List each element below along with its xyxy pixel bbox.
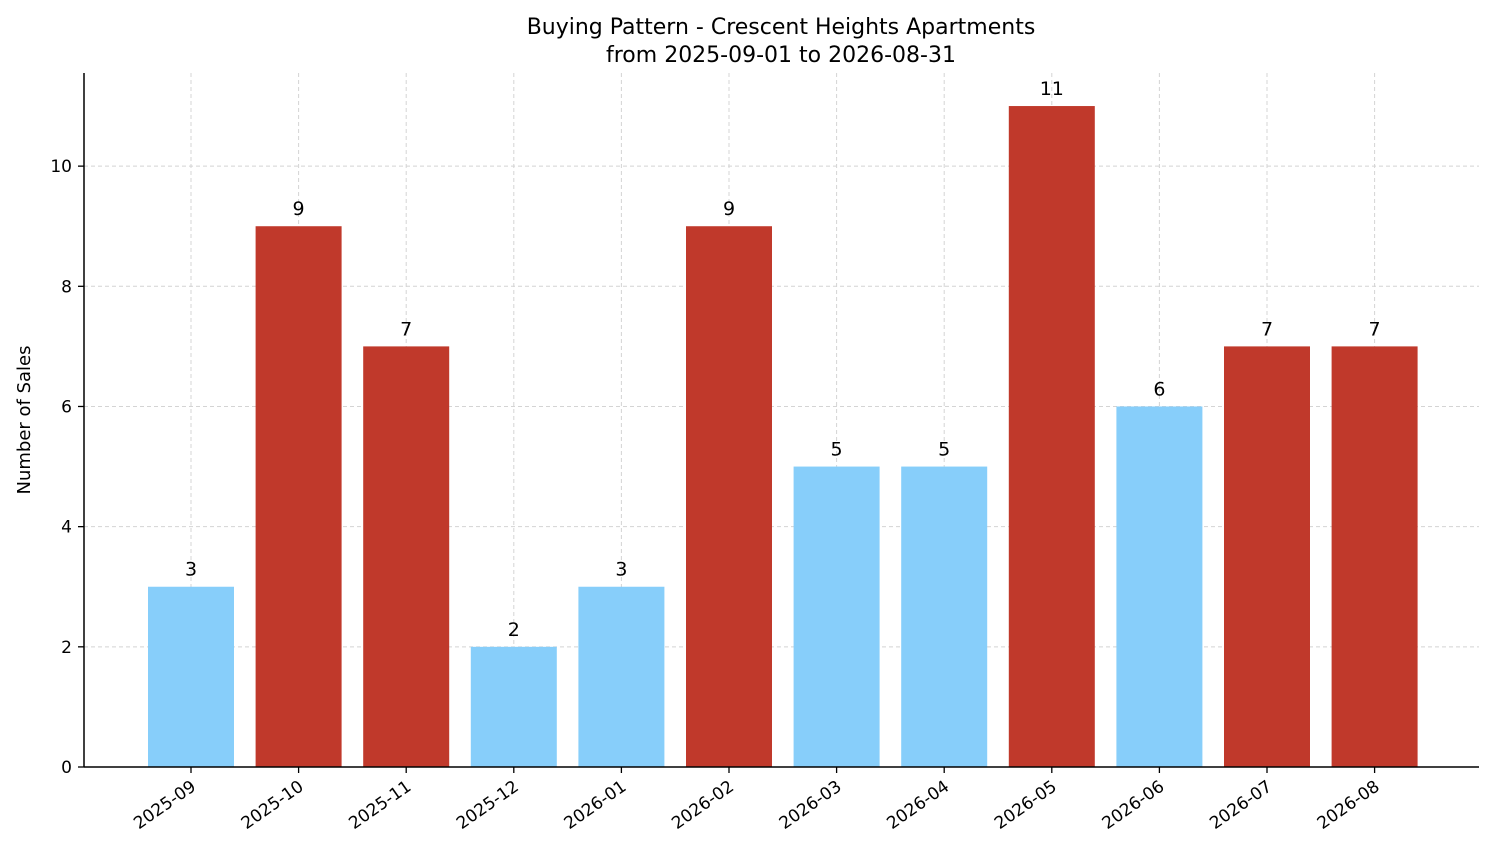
data-label-2026-08: 7 xyxy=(1369,318,1381,340)
bar-2026-01 xyxy=(578,586,665,767)
bar-2026-05 xyxy=(1008,106,1095,768)
bar-2025-10 xyxy=(255,226,342,768)
x-tick-label: 2026-07 xyxy=(1206,777,1276,834)
bar-2026-02 xyxy=(686,226,772,768)
data-label-2026-07: 7 xyxy=(1261,318,1273,340)
bar-2026-07 xyxy=(1224,346,1310,767)
y-axis-label: Number of Sales xyxy=(14,345,35,494)
x-tick-label: 2026-05 xyxy=(991,777,1061,834)
x-tick-label: 2026-08 xyxy=(1314,777,1384,834)
bars xyxy=(148,106,1418,768)
x-tick-label: 2026-04 xyxy=(883,777,953,834)
data-label-2025-10: 9 xyxy=(293,198,305,220)
bar-2026-06 xyxy=(1116,406,1203,767)
data-label-2026-01: 3 xyxy=(615,559,627,581)
x-tick-label: 2025-09 xyxy=(130,777,200,834)
x-tick-label: 2025-12 xyxy=(453,777,523,834)
y-tick-label: 0 xyxy=(61,758,72,778)
bar-2026-03 xyxy=(793,466,880,767)
axes xyxy=(83,73,1479,768)
data-label-2026-06: 6 xyxy=(1153,378,1165,400)
x-tick-label: 2026-06 xyxy=(1099,777,1169,834)
y-ticks: 0 2 4 6 8 10 xyxy=(50,157,84,778)
x-tick-label: 2025-11 xyxy=(345,777,415,834)
y-tick-label: 10 xyxy=(50,157,72,177)
data-label-2025-11: 7 xyxy=(400,318,412,340)
bar-2025-12 xyxy=(470,646,557,767)
data-label-2026-04: 5 xyxy=(938,439,950,461)
bar-2025-11 xyxy=(363,346,450,767)
y-tick-label: 6 xyxy=(61,397,72,417)
x-ticks: 2025-09 2025-10 2025-11 2025-12 2026-01 2026-… xyxy=(130,767,1383,834)
chart-title: Buying Pattern - Crescent Heights Apartm… xyxy=(527,15,1036,40)
bar-2025-09 xyxy=(148,586,234,767)
bar-2026-08 xyxy=(1331,346,1418,767)
bar-2026-04 xyxy=(901,466,988,767)
data-labels: 3 9 7 2 3 9 5 5 11 6 7 7 xyxy=(185,78,1381,641)
x-tick-label: 2026-03 xyxy=(776,777,846,834)
data-label-2026-02: 9 xyxy=(723,198,735,220)
data-label-2026-03: 5 xyxy=(831,439,843,461)
y-tick-label: 4 xyxy=(61,518,72,538)
data-label-2025-09: 3 xyxy=(185,559,197,581)
x-tick-label: 2026-01 xyxy=(561,777,631,834)
y-tick-label: 2 xyxy=(61,638,72,658)
y-tick-label: 8 xyxy=(61,277,72,297)
data-label-2025-12: 2 xyxy=(508,619,520,641)
data-label-2026-05: 11 xyxy=(1040,78,1064,100)
chart-subtitle: from 2025-09-01 to 2026-08-31 xyxy=(606,43,956,68)
x-tick-label: 2025-10 xyxy=(238,777,308,834)
x-tick-label: 2026-02 xyxy=(668,777,738,834)
